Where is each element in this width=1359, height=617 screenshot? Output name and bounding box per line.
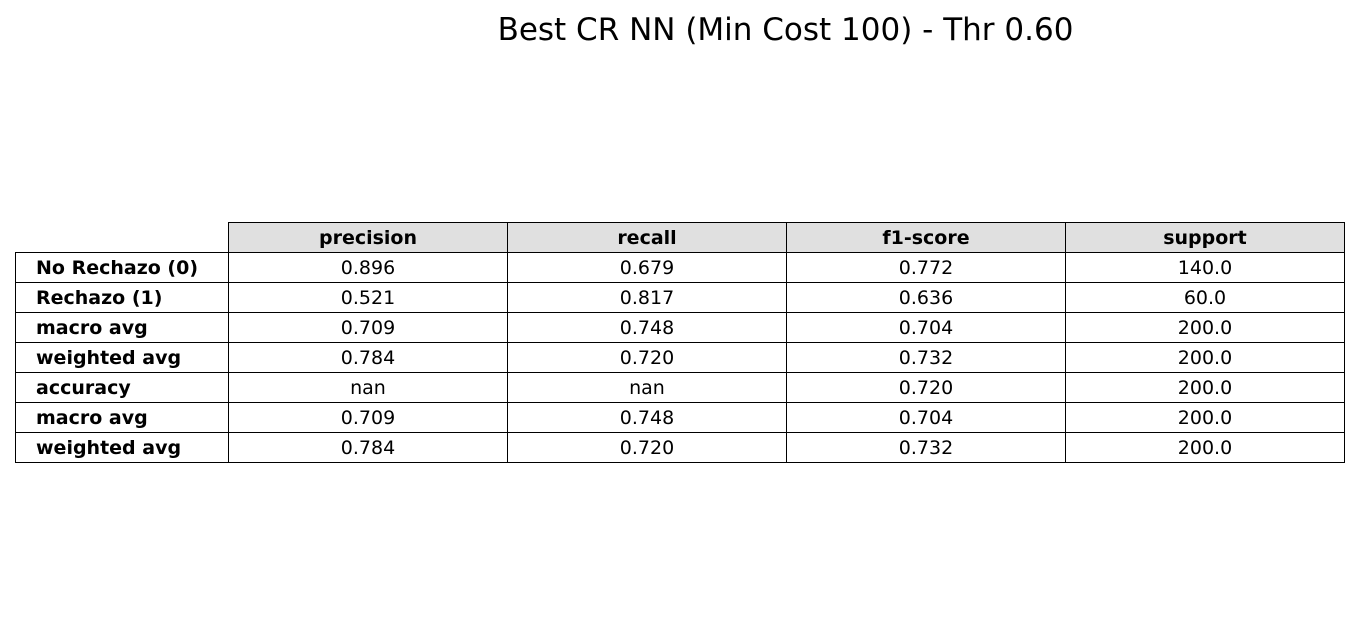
table-cell-f1-score: 0.720 bbox=[786, 372, 1066, 403]
table-cell-precision: 0.896 bbox=[228, 252, 508, 283]
table-cell-support: 200.0 bbox=[1065, 372, 1345, 403]
table-row: Rechazo (1) 0.521 0.817 0.636 60.0 bbox=[15, 282, 1345, 313]
table-cell-support: 200.0 bbox=[1065, 342, 1345, 373]
table-header-row: precision recall f1-score support bbox=[16, 222, 1345, 253]
table-cell-f1-score: 0.704 bbox=[786, 402, 1066, 433]
table-cell-recall: 0.748 bbox=[507, 402, 787, 433]
table-cell-recall: 0.720 bbox=[507, 432, 787, 463]
table-row: accuracy nan nan 0.720 200.0 bbox=[15, 372, 1345, 403]
table-cell-support: 200.0 bbox=[1065, 312, 1345, 343]
row-label: macro avg bbox=[15, 402, 229, 433]
table-cell-support: 200.0 bbox=[1065, 432, 1345, 463]
table-cell-precision: nan bbox=[228, 372, 508, 403]
table-cell-precision: 0.709 bbox=[228, 402, 508, 433]
table-corner bbox=[16, 223, 229, 253]
table-cell-precision: 0.709 bbox=[228, 312, 508, 343]
classification-report-table: precision recall f1-score support No Rec… bbox=[15, 222, 1345, 463]
table-cell-f1-score: 0.732 bbox=[786, 432, 1066, 463]
table-cell-support: 60.0 bbox=[1065, 282, 1345, 313]
row-label: Rechazo (1) bbox=[15, 282, 229, 313]
table-cell-recall: nan bbox=[507, 372, 787, 403]
row-label: accuracy bbox=[15, 372, 229, 403]
table-cell-recall: 0.679 bbox=[507, 252, 787, 283]
table-cell-f1-score: 0.772 bbox=[786, 252, 1066, 283]
column-header-precision: precision bbox=[228, 222, 508, 253]
table-cell-recall: 0.748 bbox=[507, 312, 787, 343]
row-label: macro avg bbox=[15, 312, 229, 343]
table-cell-support: 200.0 bbox=[1065, 402, 1345, 433]
table-cell-f1-score: 0.732 bbox=[786, 342, 1066, 373]
row-label: No Rechazo (0) bbox=[15, 252, 229, 283]
table-body: No Rechazo (0) 0.896 0.679 0.772 140.0 Rechaz… bbox=[15, 252, 1345, 463]
chart-title: Best CR NN (Min Cost 100) - Thr 0.60 bbox=[497, 12, 1074, 48]
table-cell-precision: 0.784 bbox=[228, 342, 508, 373]
table-row: No Rechazo (0) 0.896 0.679 0.772 140.0 bbox=[15, 252, 1345, 283]
table-cell-recall: 0.720 bbox=[507, 342, 787, 373]
row-label: weighted avg bbox=[15, 342, 229, 373]
table-row: macro avg 0.709 0.748 0.704 200.0 bbox=[15, 402, 1345, 433]
column-header-support: support bbox=[1065, 222, 1345, 253]
table-cell-precision: 0.784 bbox=[228, 432, 508, 463]
column-header-f1-score: f1-score bbox=[786, 222, 1066, 253]
table-cell-support: 140.0 bbox=[1065, 252, 1345, 283]
table-cell-precision: 0.521 bbox=[228, 282, 508, 313]
table-row: macro avg 0.709 0.748 0.704 200.0 bbox=[15, 312, 1345, 343]
table-row: weighted avg 0.784 0.720 0.732 200.0 bbox=[15, 432, 1345, 463]
table-row: weighted avg 0.784 0.720 0.732 200.0 bbox=[15, 342, 1345, 373]
row-label: weighted avg bbox=[15, 432, 229, 463]
table-cell-recall: 0.817 bbox=[507, 282, 787, 313]
column-header-recall: recall bbox=[507, 222, 787, 253]
table-cell-f1-score: 0.636 bbox=[786, 282, 1066, 313]
table-cell-f1-score: 0.704 bbox=[786, 312, 1066, 343]
